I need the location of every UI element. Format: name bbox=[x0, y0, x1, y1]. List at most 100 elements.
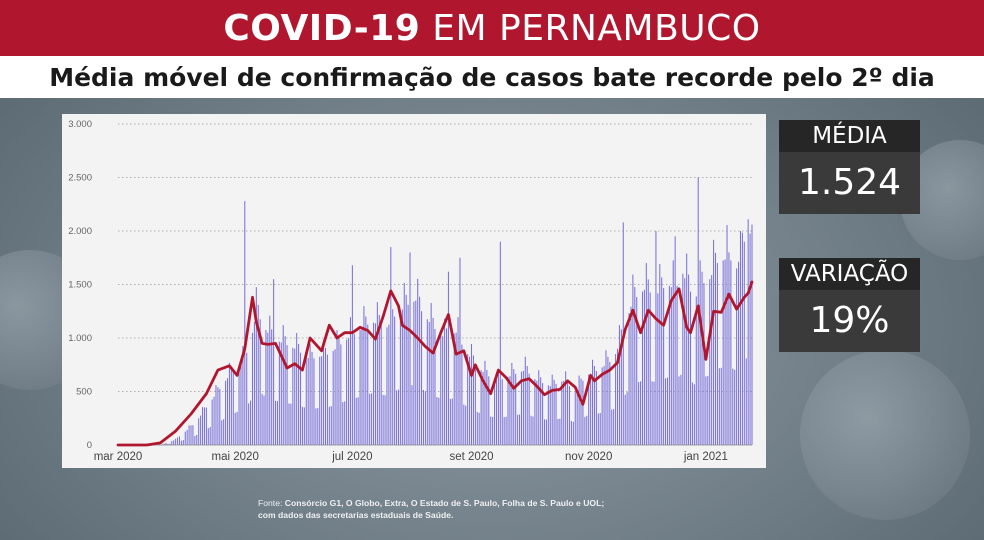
bar bbox=[388, 324, 390, 445]
bar bbox=[659, 264, 661, 445]
bar bbox=[601, 367, 603, 445]
bar bbox=[613, 409, 615, 445]
header-title-rest: EM PERNAMBUCO bbox=[420, 7, 761, 49]
bar bbox=[380, 325, 382, 445]
bar bbox=[517, 414, 519, 445]
bar bbox=[198, 418, 200, 445]
bar bbox=[553, 379, 555, 445]
bar bbox=[290, 403, 292, 445]
variacao-value: 19% bbox=[779, 290, 920, 352]
bar bbox=[651, 381, 653, 445]
bar bbox=[624, 394, 626, 445]
bar bbox=[422, 389, 424, 445]
bar bbox=[390, 247, 392, 445]
bar bbox=[545, 419, 547, 445]
bar bbox=[588, 374, 590, 445]
bar bbox=[661, 277, 663, 445]
bar bbox=[611, 409, 613, 445]
bar bbox=[480, 370, 482, 445]
bar bbox=[432, 317, 434, 445]
bar bbox=[494, 379, 496, 445]
bar bbox=[711, 275, 713, 445]
bar bbox=[530, 415, 532, 445]
bar bbox=[253, 321, 255, 445]
bar bbox=[584, 416, 586, 445]
bar bbox=[751, 224, 753, 445]
bar bbox=[413, 301, 415, 445]
bar bbox=[372, 322, 375, 445]
background-virus-bottom-right bbox=[800, 350, 970, 520]
bar bbox=[582, 380, 584, 445]
bar bbox=[520, 371, 522, 445]
bar bbox=[663, 288, 665, 445]
bar bbox=[586, 415, 588, 445]
bar bbox=[363, 306, 365, 445]
bar bbox=[336, 330, 338, 445]
bar bbox=[332, 350, 334, 445]
bar bbox=[265, 329, 267, 445]
bar bbox=[267, 332, 269, 445]
bar bbox=[269, 315, 271, 445]
bar bbox=[628, 313, 630, 445]
bar bbox=[699, 260, 701, 445]
bar bbox=[630, 306, 632, 445]
x-tick-label: jan 2021 bbox=[683, 451, 728, 463]
media-label: MÉDIA bbox=[779, 120, 920, 152]
bar bbox=[392, 309, 394, 445]
bar bbox=[561, 381, 563, 445]
bar bbox=[353, 333, 355, 445]
bar bbox=[202, 407, 204, 445]
header-title: COVID-19 EM PERNAMBUCO bbox=[223, 8, 760, 49]
bar bbox=[326, 354, 328, 445]
bar bbox=[592, 359, 594, 445]
bar bbox=[259, 319, 261, 445]
bar bbox=[438, 397, 440, 445]
bar bbox=[576, 388, 578, 445]
bar bbox=[730, 260, 732, 445]
bar bbox=[188, 425, 190, 445]
bar bbox=[691, 382, 693, 445]
bar bbox=[323, 339, 325, 445]
bar bbox=[465, 405, 467, 445]
bar bbox=[444, 318, 446, 445]
bar bbox=[282, 325, 284, 445]
bar bbox=[707, 375, 709, 445]
chart-svg: 0 500 1.000 1.500 2.000 2.500 3.000 mar 2020 mai… bbox=[68, 119, 754, 463]
bar bbox=[463, 404, 465, 445]
bar bbox=[668, 285, 670, 445]
bar bbox=[213, 396, 215, 445]
bar bbox=[284, 336, 286, 445]
bar bbox=[476, 412, 478, 445]
x-tick-label: mai 2020 bbox=[212, 451, 259, 463]
bar bbox=[674, 236, 676, 445]
bar bbox=[540, 377, 542, 445]
bar bbox=[616, 348, 619, 445]
bar bbox=[457, 317, 459, 445]
bar bbox=[369, 393, 371, 445]
bar bbox=[478, 412, 480, 445]
bar bbox=[242, 346, 244, 445]
bar bbox=[492, 416, 494, 445]
bar bbox=[177, 437, 179, 445]
bar bbox=[194, 436, 196, 445]
bar bbox=[469, 356, 471, 445]
bar bbox=[567, 379, 569, 445]
bar bbox=[421, 311, 423, 445]
bar bbox=[484, 360, 486, 445]
bar bbox=[501, 379, 503, 445]
bar bbox=[226, 378, 229, 445]
bar bbox=[359, 329, 361, 445]
moving-average-line bbox=[116, 280, 754, 447]
bar bbox=[488, 376, 490, 445]
bar bbox=[376, 302, 378, 445]
bar bbox=[196, 434, 198, 445]
bar bbox=[163, 443, 165, 445]
bar bbox=[167, 443, 169, 445]
bar bbox=[736, 268, 738, 445]
bar bbox=[705, 376, 707, 445]
bar bbox=[695, 296, 697, 445]
bar bbox=[203, 407, 205, 445]
bar bbox=[749, 233, 751, 445]
bar bbox=[411, 385, 413, 445]
bar bbox=[618, 325, 620, 445]
